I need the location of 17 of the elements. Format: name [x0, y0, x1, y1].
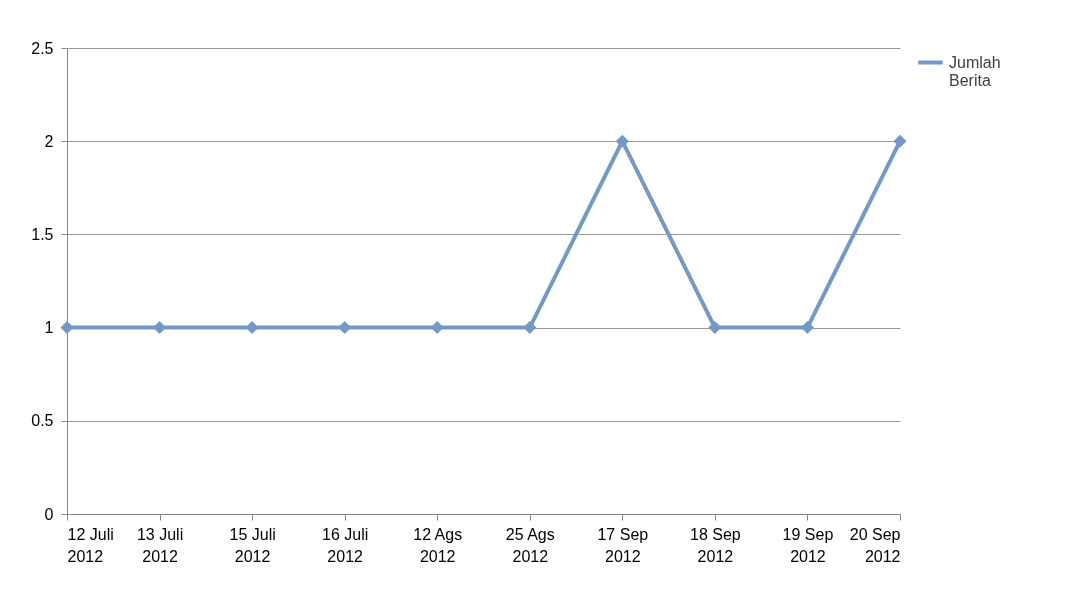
x-tick-label: 15 Juli 2012 [229, 525, 276, 565]
x-tick-label: 16 Juli 2012 [322, 525, 369, 565]
y-tick-label: 0.5 [31, 412, 54, 430]
y-tick-label: 0 [44, 505, 54, 523]
x-tick-label: 19 Sep 2012 [782, 525, 834, 565]
y-tick-label: 1.5 [31, 225, 54, 243]
legend-label: Jumlah Berita [949, 53, 1001, 89]
x-tick-label: 18 Sep 2012 [690, 525, 741, 565]
x-tick-label: 13 Juli 2012 [136, 525, 184, 565]
x-tick-label: 12 Ags 2012 [413, 525, 463, 565]
x-tick-label: 25 Ags 2012 [505, 525, 555, 565]
y-tick-label: 1 [44, 319, 54, 337]
y-tick-label: 2.5 [31, 39, 54, 57]
x-tick-label: 20 Sep 2012 [849, 525, 901, 565]
x-tick-label: 12 Juli 2012 [67, 525, 114, 565]
x-tick-label: 17 Sep 2012 [597, 525, 649, 565]
y-tick-label: 2 [44, 132, 54, 150]
